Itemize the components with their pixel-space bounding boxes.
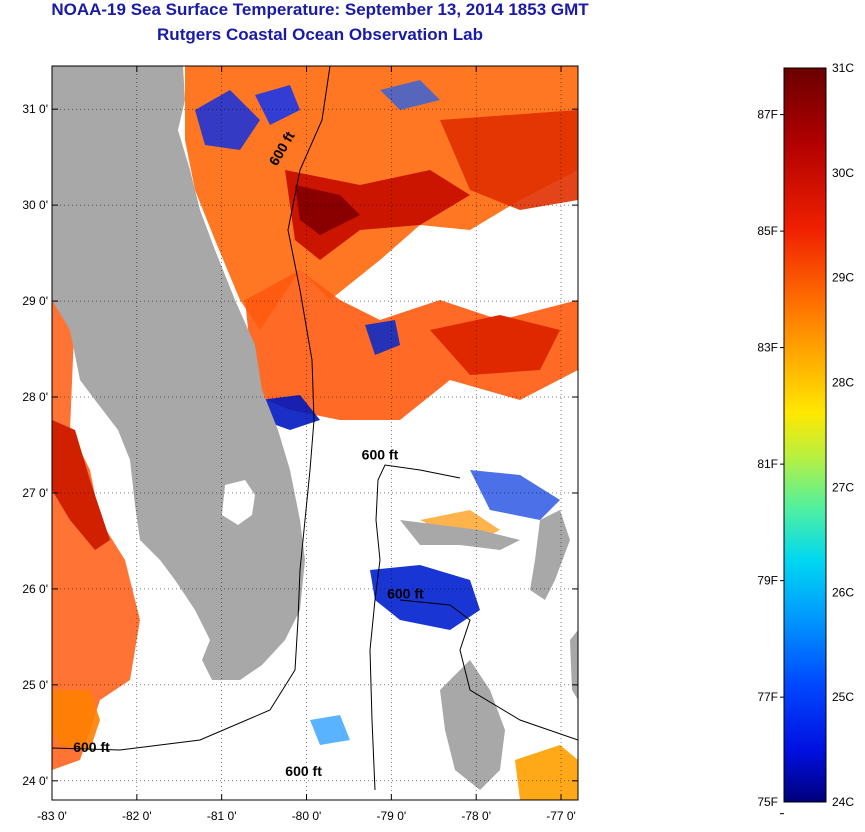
cool-patch-1 bbox=[195, 90, 260, 150]
contour-label: 600 ft bbox=[387, 586, 424, 602]
isobath-contours bbox=[52, 66, 578, 791]
eleuthera-island bbox=[570, 630, 578, 700]
lat-tick-label: 29 0' bbox=[22, 294, 48, 308]
land bbox=[52, 66, 578, 790]
lon-tick-label: -79 0' bbox=[377, 809, 407, 823]
lat-tick-label: 27 0' bbox=[22, 486, 48, 500]
lat-tick-label: 24 0' bbox=[22, 774, 48, 788]
lake-okeechobee bbox=[222, 480, 255, 525]
colorbar-celsius-label: 24C bbox=[832, 795, 854, 809]
lon-tick-label: -78 0' bbox=[461, 809, 491, 823]
map-subtitle: Rutgers Coastal Ocean Observation Lab bbox=[157, 25, 483, 44]
cool-patch-9 bbox=[470, 470, 560, 520]
colorbar-fahrenheit-label: 75F bbox=[757, 795, 778, 809]
sst-patch-gulf-red bbox=[52, 420, 110, 550]
lon-tick-label: -82 0' bbox=[122, 809, 152, 823]
sst-patch-core bbox=[285, 170, 470, 260]
lat-tick-label: 30 0' bbox=[22, 198, 48, 212]
contour-bahamas-2 bbox=[399, 599, 578, 741]
abaco-island bbox=[530, 510, 570, 600]
lon-tick-label: -83 0' bbox=[37, 809, 67, 823]
map-title: NOAA-19 Sea Surface Temperature: Septemb… bbox=[51, 0, 589, 19]
colorbar-fahrenheit-label: 87F bbox=[757, 108, 778, 122]
sst-patch-south bbox=[515, 745, 578, 800]
colorbar-celsius-label: 28C bbox=[832, 376, 854, 390]
cool-patch-2 bbox=[255, 85, 300, 125]
colorbar-fahrenheit-label: 79F bbox=[757, 574, 778, 588]
lon-tick-label: -81 0' bbox=[207, 809, 237, 823]
lon-tick-label: -80 0' bbox=[292, 809, 322, 823]
map-border bbox=[51, 65, 579, 801]
lon-tick-label: -77 0' bbox=[546, 809, 576, 823]
cool-patch-3 bbox=[380, 80, 440, 110]
grand-bahama bbox=[400, 520, 520, 550]
colorbar-labels: 31C 30C 29C 28C 27C 26C 25C 24C 87F 85F 83F 81F 79F 7… bbox=[757, 61, 854, 815]
sst-patch-east bbox=[440, 110, 578, 210]
contour-bahamas bbox=[369, 464, 461, 791]
colorbar-celsius-label: 30C bbox=[832, 166, 854, 180]
colorbar-celsius-label: 25C bbox=[832, 690, 854, 704]
andros-island bbox=[440, 660, 505, 790]
contour-label: 600 ft bbox=[362, 446, 399, 462]
lat-tick-label: 25 0' bbox=[22, 678, 48, 692]
contour-east bbox=[52, 66, 331, 751]
florida-peninsula bbox=[52, 66, 305, 680]
colorbar-celsius-label: 29C bbox=[832, 271, 854, 285]
lat-tick-label: 28 0' bbox=[22, 390, 48, 404]
colorbar-fahrenheit-label: 77F bbox=[757, 690, 778, 704]
colorbar-celsius-label: 27C bbox=[832, 480, 854, 494]
sst-patch-keys bbox=[52, 690, 100, 750]
sst-patch-mid bbox=[245, 270, 578, 420]
cool-patch-4 bbox=[260, 395, 320, 430]
sst-patch-mid-red bbox=[430, 315, 560, 375]
sst-patch-deep bbox=[295, 185, 360, 235]
sst-patches bbox=[52, 66, 578, 800]
contour-label: 600 ft bbox=[285, 763, 322, 779]
axis-ticks: -83 0' -82 0' -81 0' -80 0' -79 0' -78 0' -77 … bbox=[22, 66, 578, 823]
colorbar-celsius-label: 26C bbox=[832, 585, 854, 599]
lat-tick-label: 31 0' bbox=[22, 102, 48, 116]
colorbar-fahrenheit-label: 83F bbox=[757, 341, 778, 355]
colorbar-fahrenheit-label: 85F bbox=[757, 224, 778, 238]
map-content bbox=[52, 66, 578, 800]
colorbar-fahrenheit-label: 81F bbox=[757, 457, 778, 471]
cool-patch-6 bbox=[370, 565, 480, 630]
colorbar bbox=[783, 67, 827, 803]
cool-patch-8 bbox=[310, 715, 350, 745]
lat-tick-label: 26 0' bbox=[22, 582, 48, 596]
contour-label: 600 ft bbox=[73, 739, 110, 755]
colorbar-celsius-label: 31C bbox=[832, 61, 854, 75]
